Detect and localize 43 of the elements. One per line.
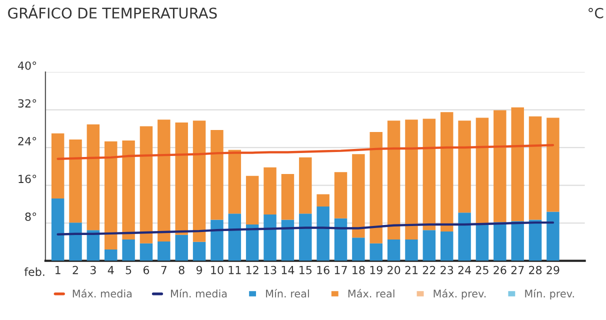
legend-label: Máx. media <box>72 289 132 298</box>
legend-label: Máx. real <box>348 289 394 298</box>
x-tick-label: 26 <box>494 266 506 274</box>
x-tick-label: 5 <box>126 266 132 274</box>
x-tick-label: 20 <box>388 266 400 274</box>
x-tick-label: 9 <box>196 266 202 274</box>
x-tick-label: 27 <box>511 266 524 274</box>
x-tick-label: 22 <box>422 266 436 274</box>
x-tick-label: 16 <box>317 266 330 274</box>
x-tick-label: 24 <box>458 266 471 274</box>
x-tick-label: 25 <box>476 266 488 274</box>
x-tick-label: 17 <box>334 266 347 274</box>
y-axis-title: °C <box>588 8 604 18</box>
x-tick-label: 6 <box>143 266 150 274</box>
x-tick-label: 3 <box>90 266 96 274</box>
x-tick-label: 23 <box>440 266 454 274</box>
y-tick-label: 8° <box>25 212 36 221</box>
legend-label: Mín. real <box>266 289 309 298</box>
x-tick-label: 1 <box>56 266 60 274</box>
x-tick-label: 21 <box>405 266 418 274</box>
x-tick-label: 12 <box>246 266 258 274</box>
x-tick-label: 7 <box>161 266 167 274</box>
x-tick-label: 15 <box>300 266 312 274</box>
x-tick-label: 2 <box>72 266 78 274</box>
legend-label: Mín. prev. <box>525 289 574 300</box>
x-tick-label: 28 <box>529 266 542 274</box>
x-tick-label: 8 <box>178 266 184 274</box>
x-tick-label: 19 <box>370 266 382 274</box>
x-axis-title: feb. <box>24 267 44 276</box>
x-tick-label: 14 <box>282 266 294 274</box>
x-tick-label: 29 <box>546 266 560 274</box>
y-tick-label: 24° <box>18 136 36 146</box>
y-tick-label: 16° <box>18 174 36 184</box>
x-tick-label: 4 <box>108 266 114 274</box>
chart-title: GRÁFICO DE TEMPERATURAS <box>8 4 217 19</box>
legend-label: Mín. media <box>171 289 227 298</box>
x-tick-label: 18 <box>352 266 365 274</box>
x-tick-label: 13 <box>264 266 276 274</box>
y-tick-label: 40° <box>18 61 36 70</box>
y-tick-label: 32° <box>18 99 36 108</box>
legend-label: Máx. prev. <box>434 289 486 300</box>
x-tick-label: 11 <box>228 266 241 274</box>
x-tick-label: 10 <box>211 266 224 274</box>
